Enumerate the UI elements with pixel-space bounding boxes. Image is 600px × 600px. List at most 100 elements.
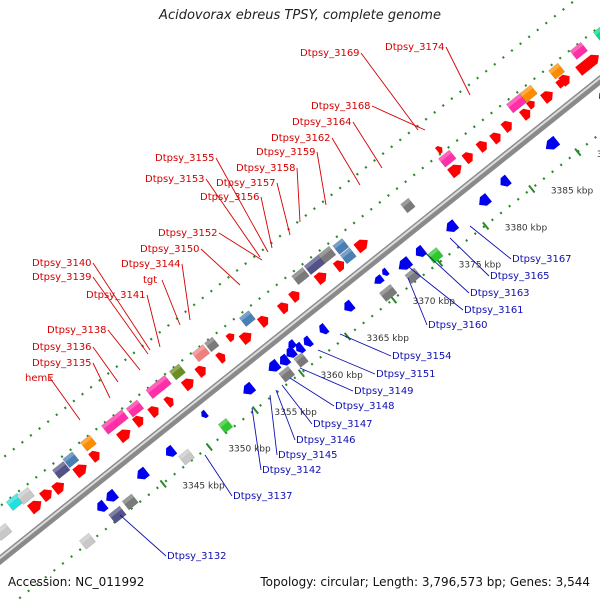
gene-label: Dtpsy_3137 (233, 491, 293, 502)
gene-feature (295, 341, 307, 354)
label-leader-lines (49, 46, 512, 557)
gene-feature (191, 344, 211, 363)
gene-feature (286, 345, 298, 358)
gene-feature (27, 500, 42, 515)
gene-label: Dtpsy_3148 (335, 401, 395, 412)
gene-label: Dtpsy_3136 (32, 342, 92, 353)
scale-tick-label: 3350 kbp (228, 445, 271, 455)
gene-feature (166, 444, 178, 457)
gene-label: Dtpsy_3163 (470, 288, 530, 299)
gene-feature (599, 90, 600, 100)
label-leader-line (49, 377, 81, 421)
label-leader-line (161, 279, 181, 326)
gene-label: Dtpsy_3139 (32, 272, 92, 283)
label-leader-line (445, 46, 471, 96)
gene-feature (177, 448, 196, 466)
label-leader-line (352, 121, 383, 169)
scale-tick (528, 184, 536, 194)
gene-label: Dtpsy_3155 (155, 153, 215, 164)
gene-label: Dtpsy_3158 (236, 163, 296, 174)
gene-feature (291, 266, 310, 286)
label-leader-line (146, 294, 161, 348)
gene-label: Dtpsy_3138 (47, 325, 107, 336)
label-leader-line (276, 182, 291, 236)
scale-tick-label: 3370 kbp (413, 297, 456, 307)
gene-feature (313, 272, 327, 286)
gene-feature (489, 132, 501, 145)
gene-feature (225, 333, 235, 343)
gene-feature (39, 489, 52, 503)
gene-feature (147, 406, 159, 419)
gene-label: Dtpsy_3165 (490, 271, 550, 282)
scale-tick-label: 3385 kbp (551, 187, 594, 197)
gene-label: Dtpsy_3153 (145, 174, 205, 185)
scale-tick (343, 332, 352, 341)
gene-feature (575, 54, 599, 76)
label-leader-line (360, 52, 419, 131)
gene-feature (16, 486, 35, 506)
gene-feature (437, 149, 457, 168)
label-leader-line (92, 346, 119, 383)
gene-label: Dtpsy_3169 (300, 48, 360, 59)
scale-tick (297, 369, 306, 378)
label-leader-line (218, 232, 263, 261)
scale-tick-label: 3380 kbp (505, 223, 548, 233)
gene-label: Dtpsy_3145 (278, 450, 338, 461)
gene-feature (97, 499, 109, 512)
gene-feature (288, 339, 298, 349)
gene-labels: Dtpsy_3174 Dtpsy_3169 Dtpsy_3168 Dtpsy_3164… (25, 42, 572, 562)
gene-feature (0, 522, 13, 541)
gene-feature (293, 352, 309, 368)
label-leader-line (92, 262, 151, 351)
scale-tick (251, 406, 259, 415)
gene-feature (400, 197, 416, 214)
gene-feature (62, 451, 80, 469)
gene-label: Dtpsy_3151 (376, 369, 436, 380)
gene-feature (519, 84, 538, 103)
gene-feature (137, 466, 150, 480)
scale-tick (159, 479, 167, 489)
label-leader-line (316, 151, 327, 206)
gene-feature (479, 193, 492, 206)
gene-feature (125, 399, 145, 418)
gene-feature (79, 434, 97, 452)
label-leader-line (289, 377, 335, 407)
label-leader-line (449, 237, 490, 277)
genome-backbone (0, 74, 600, 566)
gene-feature (374, 274, 385, 284)
gene-features (0, 23, 600, 550)
gene-feature (51, 460, 71, 480)
scale-tick-label: 3390 kbp (597, 150, 600, 160)
gene-label: tgt (143, 275, 157, 286)
scale-tick-label: 3355 kbp (274, 408, 317, 418)
map-title: Acidovorax ebreus TPSY, complete genome (159, 8, 441, 23)
gene-feature (548, 62, 566, 80)
gene-feature (121, 493, 139, 511)
gene-label: Dtpsy_3157 (216, 178, 276, 189)
genome-stats-text: Topology: circular; Length: 3,796,573 bp… (260, 575, 590, 589)
label-leader-line (404, 263, 464, 311)
gene-label: Dtpsy_3140 (32, 258, 92, 269)
label-leader-line (331, 137, 361, 186)
gene-feature (88, 450, 100, 463)
gene-label: Dtpsy_3161 (464, 305, 524, 316)
gene-label: Dtpsy_3174 (385, 42, 445, 53)
gene-feature (238, 332, 252, 346)
gene-feature (180, 378, 194, 392)
gene-label: Dtpsy_3152 (158, 228, 218, 239)
label-leader-line (119, 514, 167, 557)
label-leader-line (419, 247, 470, 294)
gene-label: Dtpsy_3162 (271, 133, 331, 144)
gene-feature (415, 244, 428, 257)
gene-label: Dtpsy_3142 (262, 465, 322, 476)
gene-feature (545, 135, 561, 150)
gene-feature (108, 505, 127, 524)
gene-feature (525, 100, 535, 110)
gene-feature (398, 256, 414, 270)
scale-tick (482, 221, 490, 231)
gene-feature (382, 267, 390, 276)
gene-feature (339, 247, 357, 265)
